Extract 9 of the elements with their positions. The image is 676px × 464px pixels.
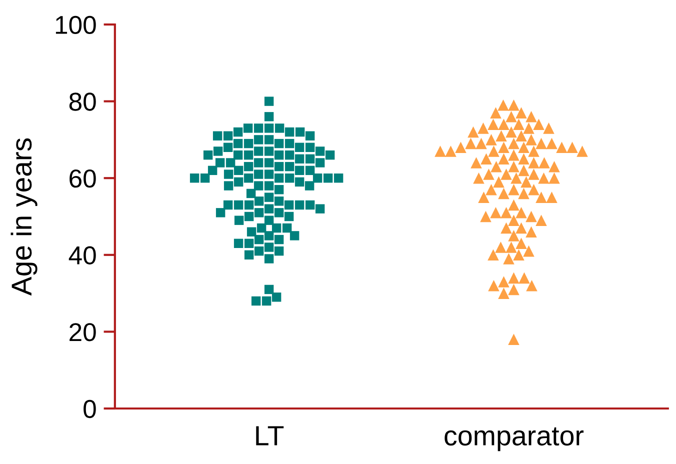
y-axis-title: Age in years	[10, 138, 38, 296]
y-tick-label: 40	[68, 246, 96, 264]
y-tick-label: 20	[70, 323, 96, 342]
y-tick-label: 0	[84, 400, 96, 418]
y-tick-label: 60	[70, 169, 96, 188]
x-tick-label: comparator	[444, 427, 584, 452]
y-tick-label: 100	[56, 16, 96, 34]
y-tick-label: 80	[69, 92, 96, 111]
x-tick-label: LT	[256, 426, 284, 446]
